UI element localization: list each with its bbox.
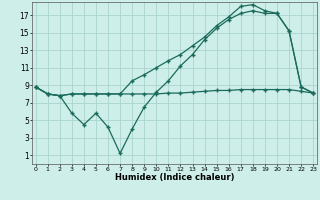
- X-axis label: Humidex (Indice chaleur): Humidex (Indice chaleur): [115, 173, 234, 182]
